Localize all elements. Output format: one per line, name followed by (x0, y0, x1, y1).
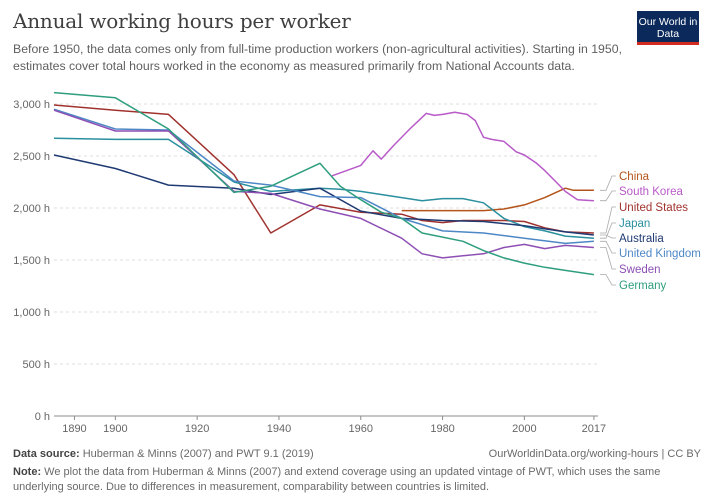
legend-label-united-states[interactable]: United States (619, 202, 688, 214)
legend-connector (600, 206, 616, 234)
legend-label-germany[interactable]: Germany (619, 280, 667, 292)
data-source: Data source: Huberman & Minns (2007) and… (13, 448, 314, 460)
legend-connector (600, 234, 616, 239)
series-line-south-korea[interactable] (331, 111, 594, 202)
legend-connector (600, 274, 616, 286)
x-tick-label: 1890 (62, 423, 86, 435)
x-axis: 1890 1900 1920 1940 1960 1980 2000 2017 (62, 416, 606, 435)
y-axis: 0 h 500 h 1,000 h 1,500 h 2,000 h 2,500 h 3,00… (13, 99, 50, 423)
x-tick-label: 1920 (185, 423, 209, 435)
x-tick-label: 2000 (512, 423, 536, 435)
y-tick-label: 0 h (35, 411, 50, 423)
legend-label-japan[interactable]: Japan (619, 218, 650, 230)
legend-label-australia[interactable]: Australia (619, 233, 664, 245)
legend-label-south-korea[interactable]: South Korea (619, 186, 684, 198)
series-line-sweden[interactable] (53, 109, 594, 259)
x-tick-label: 1960 (349, 423, 373, 435)
legend-label-united-kingdom[interactable]: United Kingdom (619, 248, 701, 260)
series-lines (53, 91, 595, 276)
y-tick-label: 500 h (22, 359, 50, 371)
owid-logo[interactable]: Our World in Data (637, 11, 699, 45)
x-tick-label: 2017 (582, 423, 606, 435)
series-line-united-states[interactable] (53, 104, 594, 234)
legend-connector (600, 190, 616, 202)
chart-title: Annual working hours per worker (13, 9, 351, 33)
chart-subtitle: Before 1950, the data comes only from fu… (13, 42, 622, 73)
x-tick-label: 1980 (430, 423, 454, 435)
y-tick-label: 1,000 h (13, 307, 50, 319)
footnote: Note: We plot the data from Huberman & M… (13, 465, 703, 495)
note-text: We plot the data from Huberman & Minns (… (13, 466, 661, 493)
y-tick-label: 3,000 h (13, 99, 50, 111)
x-tick-label: 1900 (103, 423, 127, 435)
x-tick-label: 1940 (267, 423, 291, 435)
series-line-australia[interactable] (53, 154, 594, 236)
source-url[interactable]: OurWorldinData.org/working-hours | CC BY (488, 448, 701, 460)
legend-label-sweden[interactable]: Sweden (619, 264, 661, 276)
y-tick-label: 1,500 h (13, 255, 50, 267)
chart-grid (54, 103, 598, 417)
legend: China South Korea United States Japan Austra… (600, 171, 701, 292)
legend-connector (600, 240, 616, 254)
series-line-germany[interactable] (53, 91, 595, 276)
source-text: Huberman & Minns (2007) and PWT 9.1 (201… (82, 448, 314, 460)
series-line-china[interactable] (401, 187, 594, 212)
y-tick-label: 2,500 h (13, 151, 50, 163)
series-line-japan[interactable] (53, 137, 594, 239)
legend-label-china[interactable]: China (619, 171, 650, 183)
note-label: Note: (13, 466, 42, 478)
legend-connector (600, 175, 616, 191)
legend-connector (600, 222, 616, 239)
legend-connector (600, 247, 616, 270)
series-line-united-kingdom[interactable] (53, 108, 594, 245)
source-label: Data source: (13, 448, 80, 460)
y-tick-label: 2,000 h (13, 203, 50, 215)
